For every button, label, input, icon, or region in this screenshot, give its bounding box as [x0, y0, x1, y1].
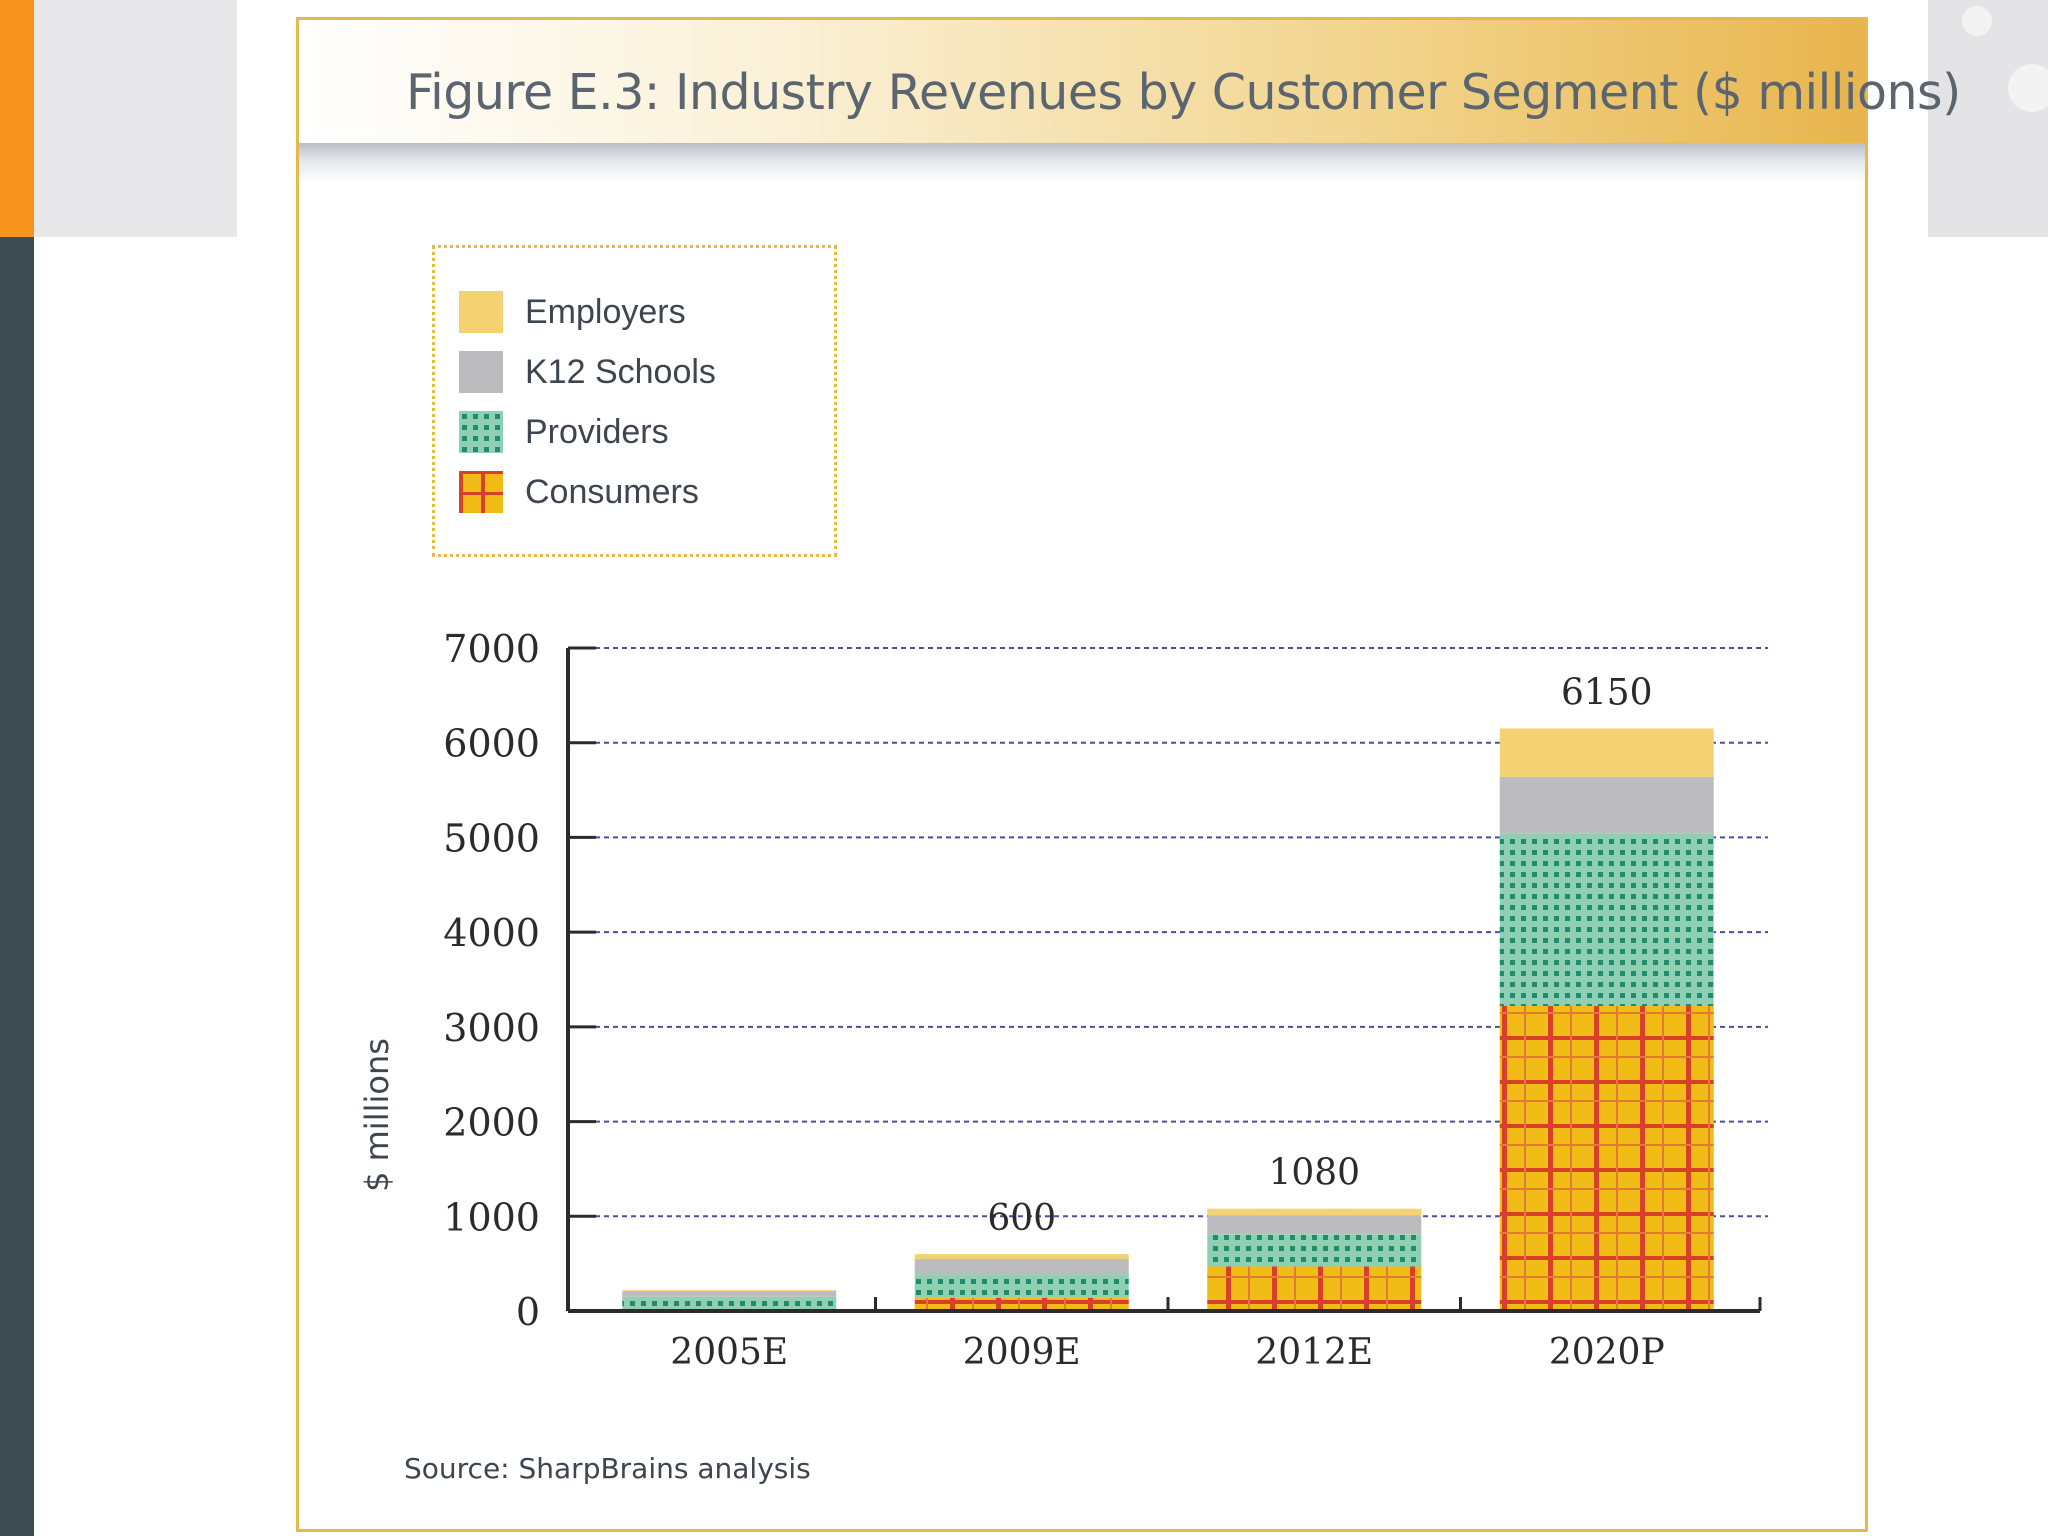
bar-segment-employers [1207, 1208, 1422, 1216]
x-tick-label: 2009E [963, 1332, 1081, 1373]
legend-label: Employers [525, 292, 686, 331]
y-tick-label: 6000 [443, 722, 540, 766]
axes [566, 646, 1762, 1313]
bar-segment-consumers [1207, 1266, 1422, 1311]
y-tick-label: 1000 [443, 1195, 540, 1239]
legend-label: Providers [525, 412, 669, 451]
accent-stripe-orange [0, 0, 34, 237]
x-tick-label: 2020P [1549, 1332, 1665, 1373]
legend-label: K12 Schools [525, 352, 716, 391]
title-bar-shadow [299, 143, 1865, 183]
bar-segment-employers [622, 1290, 837, 1292]
y-tick-label: 4000 [443, 911, 540, 955]
bar-segment-k12 [1499, 776, 1714, 834]
consumers-swatch-icon [459, 471, 503, 513]
accent-stripe-dark [0, 237, 34, 1536]
bar-segment-providers [1207, 1234, 1422, 1267]
bar-segment-k12 [622, 1291, 837, 1297]
y-tick-label: 5000 [443, 816, 540, 860]
legend-item-k12-schools: K12 Schools [459, 349, 716, 395]
bar-segment-providers [622, 1296, 837, 1310]
bar-segment-consumers [1499, 1006, 1714, 1311]
legend-item-providers: Providers [459, 409, 669, 455]
x-tick-label: 2005E [670, 1332, 788, 1373]
bar-segment-consumers [914, 1297, 1129, 1311]
decorative-circle [2008, 64, 2048, 112]
decorative-circle [1962, 6, 1992, 36]
y-axis-title: $ millions [358, 1038, 396, 1192]
bar-segment-k12 [914, 1258, 1129, 1275]
bar-segment-providers [914, 1274, 1129, 1298]
chart-legend: Employers K12 Schools Providers Consumer… [432, 245, 837, 557]
bar-segment-providers [1499, 833, 1714, 1007]
background-panel-right [1928, 0, 2048, 237]
legend-item-employers: Employers [459, 289, 686, 335]
y-tick-label: 0 [516, 1290, 540, 1334]
bars [622, 728, 1714, 1311]
source-note: Source: SharpBrains analysis [404, 1452, 811, 1485]
bar-segment-employers [914, 1254, 1129, 1259]
bar-segment-k12 [1207, 1215, 1422, 1235]
bar-segment-employers [1499, 728, 1714, 777]
axis-labels: 0 1000 2000 3000 4000 5000 6000 7000 $ millions 2… [358, 627, 1665, 1373]
background-panel-left [34, 0, 237, 237]
bar-total-label: 600 [987, 1198, 1056, 1239]
y-tick-label: 2000 [443, 1101, 540, 1145]
title-bar: Figure E.3: Industry Revenues by Custome… [299, 20, 1961, 143]
legend-item-consumers: Consumers [459, 469, 699, 515]
k12-schools-swatch-icon [459, 351, 503, 393]
employers-swatch-icon [459, 291, 503, 333]
bar-total-label: 6150 [1561, 673, 1653, 714]
y-tick-label: 7000 [443, 627, 540, 671]
bar-total-label: 1080 [1268, 1153, 1360, 1194]
figure-title: Figure E.3: Industry Revenues by Custome… [406, 64, 1961, 121]
legend-label: Consumers [525, 472, 699, 511]
y-tick-label: 3000 [443, 1006, 540, 1050]
x-tick-label: 2012E [1255, 1332, 1373, 1373]
providers-swatch-icon [459, 411, 503, 453]
